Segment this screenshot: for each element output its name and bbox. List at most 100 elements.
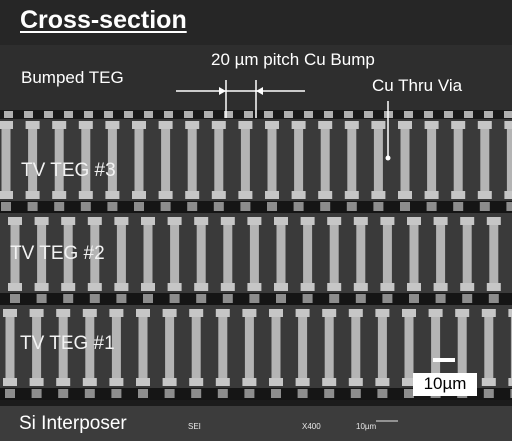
top-bump	[104, 111, 113, 118]
tv-teg-2-label: TV TEG #2	[10, 243, 105, 264]
cu-bump	[350, 389, 361, 398]
via-bottom-pad	[109, 378, 124, 386]
via-shaft	[409, 225, 419, 283]
via-shaft	[298, 317, 308, 378]
via-top-pad	[269, 309, 283, 317]
top-bump	[484, 111, 493, 118]
via-bottom-pad	[158, 191, 173, 199]
via-shaft	[276, 225, 286, 283]
magnification-label: X400	[302, 422, 321, 431]
via-top-pad	[274, 217, 288, 225]
via-bottom-pad	[136, 378, 150, 386]
via-top-pad	[8, 217, 22, 225]
si-interposer-label: Si Interposer	[19, 413, 127, 434]
via-top-pad	[353, 217, 368, 225]
via-shaft	[427, 129, 437, 191]
si-interposer-band	[0, 400, 512, 441]
scale-bar	[433, 358, 455, 362]
cu-bump	[293, 202, 304, 211]
cu-bump	[426, 202, 437, 211]
via-top-pad	[348, 309, 363, 317]
cu-bump	[36, 294, 47, 303]
bumped-teg-label: Bumped TEG	[21, 68, 124, 87]
cu-bump	[187, 202, 198, 211]
via-bottom-pad	[220, 283, 235, 291]
cu-bump	[54, 202, 65, 211]
via-shaft	[294, 129, 304, 191]
top-bump	[264, 111, 273, 118]
cu-bump	[27, 202, 38, 211]
via-shaft	[138, 317, 148, 378]
cu-bump	[84, 389, 95, 398]
via-shaft	[320, 129, 330, 191]
via-top-pad	[460, 217, 475, 225]
via-top-pad	[481, 309, 496, 317]
via-top-pad	[455, 309, 470, 317]
cu-bump	[297, 389, 308, 398]
top-bump	[24, 111, 33, 118]
via-bottom-pad	[318, 191, 333, 199]
cu-bump	[373, 202, 384, 211]
via-bottom-pad	[424, 191, 439, 199]
via-shaft	[431, 317, 441, 378]
via-bottom-pad	[8, 283, 22, 291]
detector-label: SEI	[188, 422, 201, 431]
via-shaft	[1, 129, 11, 191]
via-top-pad	[242, 309, 257, 317]
via-bottom-pad	[211, 191, 226, 199]
via-top-pad	[3, 309, 17, 317]
via-top-pad	[265, 121, 279, 129]
via-top-pad	[162, 309, 177, 317]
via-top-pad	[477, 121, 492, 129]
via-bottom-pad	[141, 283, 155, 291]
top-bump	[144, 111, 153, 118]
via-top-pad	[114, 217, 129, 225]
via-shaft	[218, 317, 228, 378]
via-bottom-pad	[508, 378, 512, 386]
cu-bump	[107, 202, 118, 211]
via-shaft	[143, 225, 153, 283]
scale-bar-box: 10µm	[413, 373, 477, 396]
via-bottom-pad	[25, 191, 40, 199]
cu-bump	[346, 202, 357, 211]
via-shaft	[400, 129, 410, 191]
via-bottom-pad	[300, 283, 315, 291]
via-top-pad	[82, 309, 97, 317]
via-shaft	[63, 225, 73, 283]
cu-bump	[213, 202, 224, 211]
via-top-pad	[318, 121, 333, 129]
cu-bump	[5, 389, 15, 398]
cu-bump	[320, 202, 331, 211]
top-bump	[224, 111, 233, 118]
via-bottom-pad	[407, 283, 421, 291]
tv-teg-3-label: TV TEG #3	[21, 160, 116, 181]
via-shaft	[85, 317, 95, 378]
via-top-pad	[424, 121, 439, 129]
via-bottom-pad	[132, 191, 146, 199]
cu-bump	[196, 294, 207, 303]
thru-via-label: Cu Thru Via	[372, 76, 463, 95]
via-top-pad	[300, 217, 315, 225]
via-bottom-pad	[56, 378, 71, 386]
via-top-pad	[132, 121, 146, 129]
cu-bump	[240, 202, 251, 211]
scale-bar-label: 10µm	[423, 374, 467, 393]
top-bump	[424, 111, 433, 118]
cu-bump	[143, 294, 153, 303]
via-top-pad	[380, 217, 395, 225]
via-bottom-pad	[380, 283, 395, 291]
via-top-pad	[327, 217, 342, 225]
via-shaft	[373, 129, 383, 191]
cu-bump	[249, 294, 260, 303]
via-top-pad	[34, 217, 49, 225]
via-shaft	[249, 225, 259, 283]
via-shaft	[90, 225, 100, 283]
via-shaft	[457, 317, 467, 378]
cu-bump	[1, 202, 11, 211]
via-bottom-pad	[344, 191, 359, 199]
via-shaft	[480, 129, 490, 191]
via-bottom-pad	[398, 191, 412, 199]
via-top-pad	[295, 309, 310, 317]
via-shaft	[37, 225, 47, 283]
cu-bump	[164, 389, 175, 398]
